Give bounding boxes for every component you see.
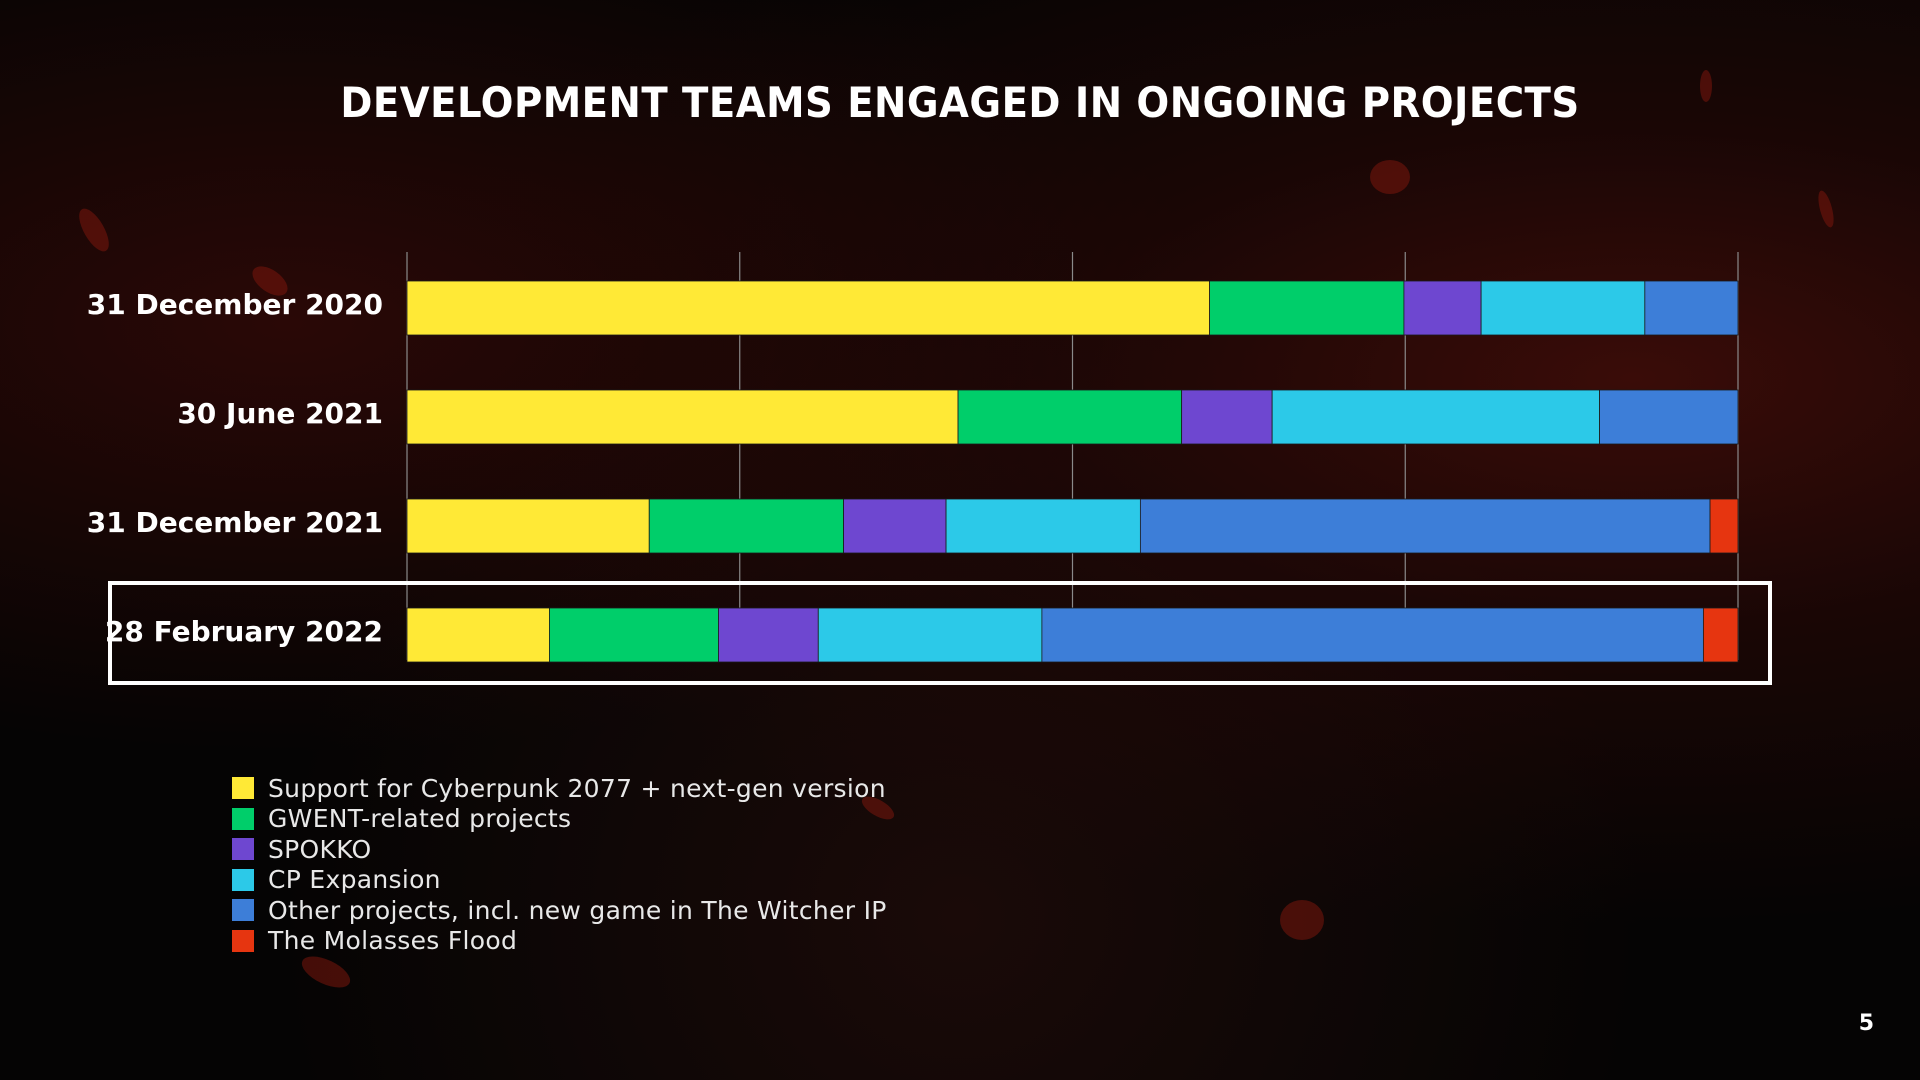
- ember-particle: [1700, 70, 1712, 102]
- category-label: 28 February 2022: [104, 615, 383, 648]
- legend-item: Support for Cyberpunk 2077 + next-gen ve…: [232, 773, 887, 803]
- legend-label: CP Expansion: [268, 865, 441, 895]
- bar-segment: [1041, 607, 1704, 663]
- legend-swatch: [232, 838, 254, 861]
- chart-legend: Support for Cyberpunk 2077 + next-gen ve…: [232, 773, 887, 956]
- bar-segment: [1599, 389, 1739, 445]
- bar-segment: [1271, 389, 1600, 445]
- legend-item: The Molasses Flood: [232, 926, 887, 956]
- category-label: 30 June 2021: [177, 397, 383, 430]
- highlight-box: [108, 581, 1772, 685]
- legend-swatch: [232, 899, 254, 922]
- legend-label: Support for Cyberpunk 2077 + next-gen ve…: [268, 773, 886, 803]
- bar-segment: [406, 280, 1210, 336]
- legend-item: Other projects, incl. new game in The Wi…: [232, 895, 887, 925]
- bar-segment: [1209, 280, 1405, 336]
- legend-item: GWENT-related projects: [232, 804, 887, 834]
- legend-item: SPOKKO: [232, 834, 887, 864]
- bar-segment: [648, 498, 844, 554]
- legend-label: SPOKKO: [268, 834, 372, 864]
- bar-segment: [1480, 280, 1646, 336]
- ember-particle: [1280, 900, 1324, 940]
- category-label: 31 December 2021: [86, 506, 383, 539]
- bar-segment: [945, 498, 1141, 554]
- legend-swatch: [232, 807, 254, 830]
- bar-segment: [718, 607, 819, 663]
- bar-segment: [406, 389, 959, 445]
- bar-segment: [406, 498, 650, 554]
- legend-swatch: [232, 868, 254, 891]
- page-number: 5: [1858, 1011, 1874, 1036]
- ember-particle: [1370, 160, 1410, 194]
- bar-segment: [957, 389, 1183, 445]
- bar-segment: [1139, 498, 1711, 554]
- legend-label: GWENT-related projects: [268, 804, 572, 834]
- bar-segment: [817, 607, 1043, 663]
- bar-segment: [549, 607, 719, 663]
- slide-title: DEVELOPMENT TEAMS ENGAGED IN ONGOING PRO…: [340, 78, 1580, 127]
- legend-swatch: [232, 929, 254, 952]
- bar-segment: [1702, 607, 1739, 663]
- legend-item: CP Expansion: [232, 865, 887, 895]
- bar-segment: [843, 498, 947, 554]
- bar-segment: [1644, 280, 1739, 336]
- legend-label: The Molasses Flood: [268, 926, 518, 956]
- legend-label: Other projects, incl. new game in The Wi…: [268, 895, 887, 925]
- category-label: 31 December 2020: [86, 288, 383, 321]
- bar-segment: [1403, 280, 1482, 336]
- bar-segment: [1181, 389, 1273, 445]
- bar-segment: [1709, 498, 1739, 554]
- legend-swatch: [232, 777, 254, 800]
- bar-segment: [406, 607, 550, 663]
